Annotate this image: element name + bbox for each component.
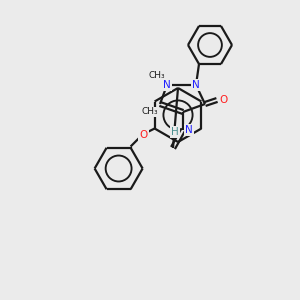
Text: CH₃: CH₃ [142,107,158,116]
Text: O: O [220,95,228,105]
Text: N: N [163,80,171,90]
Text: CH₃: CH₃ [149,70,165,80]
Text: H: H [171,127,179,137]
Text: N: N [185,125,193,135]
Text: O: O [140,130,148,140]
Text: N: N [192,80,200,90]
